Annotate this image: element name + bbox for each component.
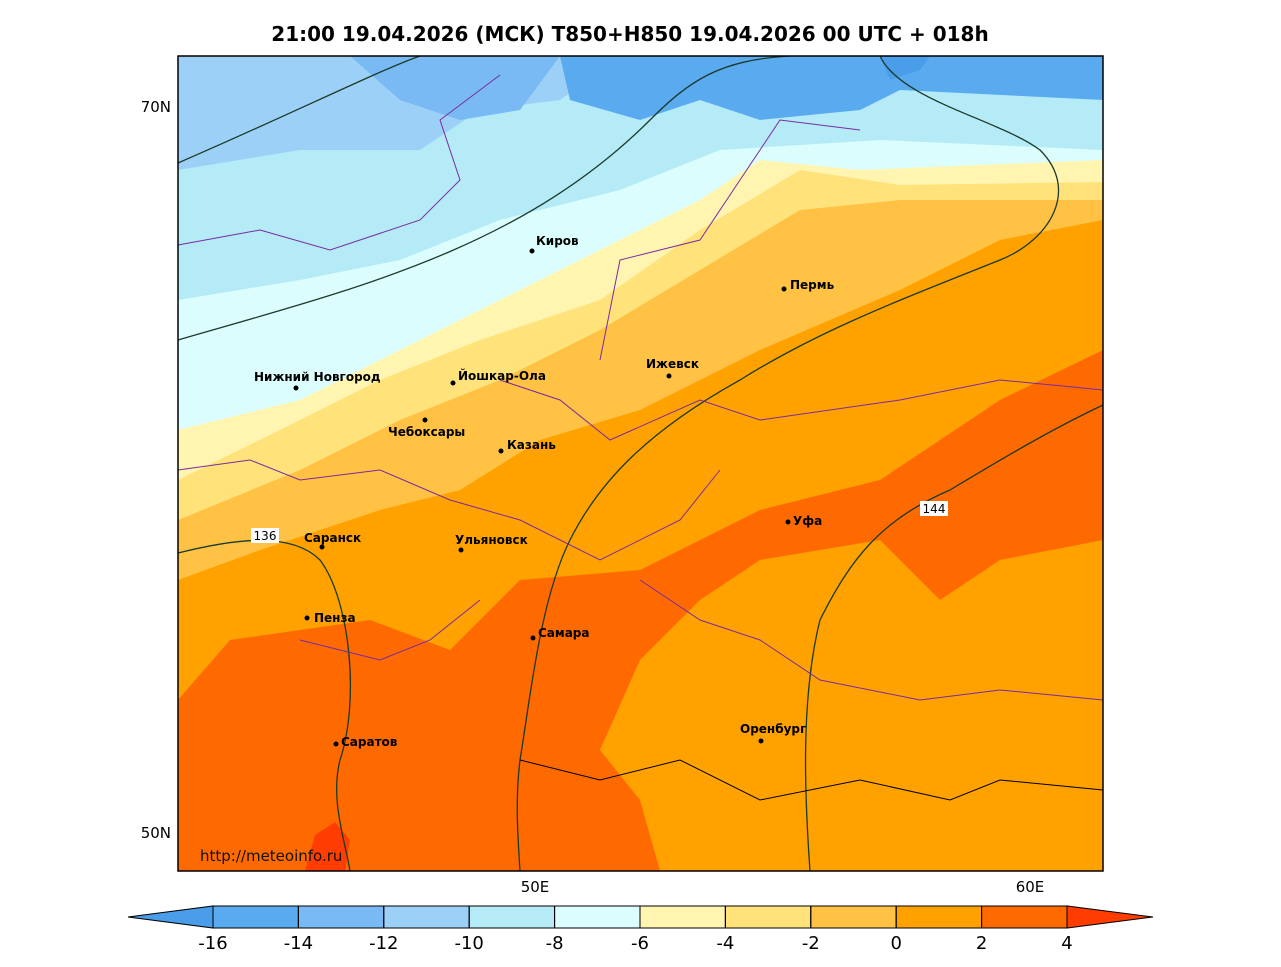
colorbar-bin xyxy=(724,905,812,929)
colorbar-tick-label: -8 xyxy=(546,933,564,954)
map-overlay xyxy=(177,55,1104,872)
city-label: Йошкар-Ола xyxy=(458,368,546,383)
temp-band xyxy=(305,822,350,871)
city-dot xyxy=(293,385,299,391)
city-dot xyxy=(530,635,536,641)
temp-band xyxy=(178,350,1103,871)
city-label: Киров xyxy=(536,234,579,248)
city-dot xyxy=(529,248,535,254)
city-label: Ульяновск xyxy=(455,533,528,547)
colorbar-tick-label: -4 xyxy=(716,933,734,954)
region-border xyxy=(177,74,1104,701)
colorbar-bin xyxy=(981,905,1068,929)
lon-label: 50E xyxy=(521,878,550,896)
map xyxy=(178,56,1103,871)
colorbar-tick-label: 2 xyxy=(976,933,987,954)
city-label: Нижний Новгород xyxy=(254,370,381,384)
colorbar-tick-label: -12 xyxy=(369,933,398,954)
colorbar-bin xyxy=(639,905,726,929)
city-dot xyxy=(666,373,672,379)
colorbar-extend xyxy=(127,905,214,929)
lat-label: 70N xyxy=(141,98,171,116)
city-label: Самара xyxy=(538,626,590,640)
contour-label-bg xyxy=(251,528,279,543)
city-label: Уфа xyxy=(793,514,822,528)
city-label: Ижевск xyxy=(646,357,699,371)
colorbar-bin xyxy=(554,905,641,929)
city-label: Пенза xyxy=(314,611,356,625)
lon-label: 60E xyxy=(1016,878,1045,896)
map-frame xyxy=(177,55,1104,872)
contour-line xyxy=(177,55,421,164)
colorbar-tick-label: -2 xyxy=(802,933,820,954)
colorbar-tick-label: -16 xyxy=(198,933,227,954)
colorbar-tick-label: -10 xyxy=(454,933,483,954)
colorbar-tick-label: -14 xyxy=(284,933,313,954)
city-dot xyxy=(450,380,456,386)
city-label: Пермь xyxy=(790,278,835,292)
city-dot xyxy=(319,544,325,550)
city-dot xyxy=(758,738,764,744)
city-dot xyxy=(304,615,310,621)
colorbar-tick-label: 0 xyxy=(890,933,901,954)
contour-label-bg xyxy=(920,501,948,516)
lat-label: 50N xyxy=(141,824,171,842)
title: 21:00 19.04.2026 (МСК) T850+H850 19.04.2… xyxy=(271,22,988,46)
temp-band xyxy=(178,56,1103,80)
colorbar-bin xyxy=(810,905,897,929)
colorbar: -16 -14 -12 -10 -8 -6 -4 -2 0 2 4 xyxy=(127,905,1154,954)
city-label: Саратов xyxy=(341,735,398,749)
colorbar-bin xyxy=(895,905,983,929)
colorbar-bin xyxy=(468,905,556,929)
city-dot xyxy=(422,417,428,423)
city-label: Саранск xyxy=(304,531,361,545)
colorbar-bin xyxy=(212,905,299,929)
city-label: Оренбург xyxy=(740,722,806,736)
temp-band xyxy=(178,56,1103,120)
colorbar-bin xyxy=(383,905,470,929)
colorbar-tick-label: 4 xyxy=(1061,933,1072,954)
contour-line xyxy=(177,55,1060,872)
colorbar-tick-label: -6 xyxy=(631,933,649,954)
contour-line xyxy=(804,404,1104,872)
temp-band xyxy=(178,56,1103,120)
cities: Киров Пермь Нижний Новгород Йошкар-Ола И… xyxy=(254,234,835,749)
source-url: http://meteoinfo.ru xyxy=(200,847,342,865)
city-dot xyxy=(458,547,464,553)
city-dot xyxy=(333,741,339,747)
contour-label: 136 xyxy=(254,529,277,543)
city-label: Чебоксары xyxy=(388,425,465,439)
city-label: Казань xyxy=(507,438,556,452)
city-dot xyxy=(785,519,791,525)
contour-label: 144 xyxy=(923,502,946,516)
colorbar-extend xyxy=(1066,905,1154,929)
country-border xyxy=(519,759,1104,801)
colorbar-bin xyxy=(297,905,385,929)
city-dot xyxy=(498,448,504,454)
city-dot xyxy=(781,286,787,292)
